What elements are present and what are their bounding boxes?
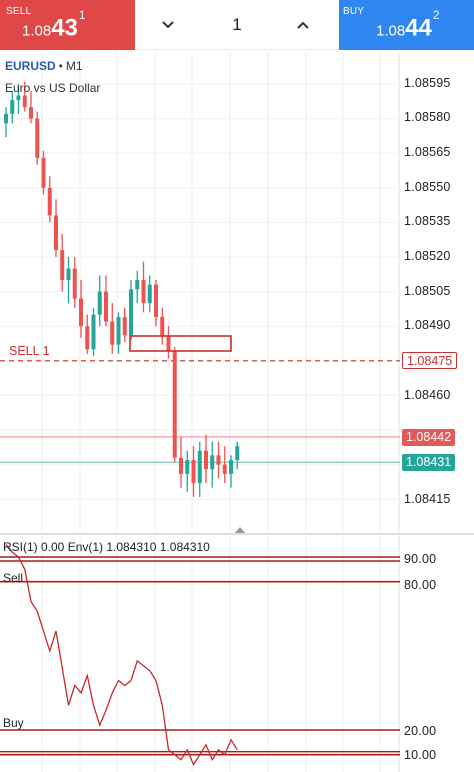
candle-body — [135, 280, 140, 290]
sell-price-big: 43 — [51, 14, 78, 42]
candle-body — [229, 459, 233, 474]
rsi-level-label: 10.00 — [404, 748, 437, 762]
candle-body — [147, 284, 152, 304]
bid-price-tag: 1.08431 — [402, 454, 456, 471]
buy-price-main: 1.08 — [376, 22, 406, 40]
candle-body — [10, 100, 15, 114]
candle-body — [222, 464, 227, 474]
rsi-line — [5, 544, 238, 766]
price-axis-label: 1.08565 — [404, 145, 451, 159]
candle-body — [72, 268, 77, 299]
rsi-level-label: 20.00 — [404, 724, 437, 738]
buy-price-big: 44 — [405, 14, 432, 42]
candle-body — [122, 316, 127, 336]
buy-price-sup: 2 — [432, 8, 440, 22]
candle-body — [141, 280, 146, 304]
candle-body — [97, 291, 102, 315]
ask-price-tag: 1.08442 — [402, 429, 456, 446]
chart-scroll-marker-icon[interactable] — [235, 527, 245, 533]
price-axis-label: 1.08490 — [404, 318, 451, 332]
chevron-up-icon[interactable] — [290, 12, 316, 38]
candle-body — [22, 95, 27, 108]
candle-body — [29, 107, 33, 119]
annotation-rectangle — [129, 335, 232, 352]
symbol-description: Euro vs US Dollar — [5, 81, 101, 95]
trade-bar: SELL 1.08431 1 BUY 1.08442 — [0, 0, 474, 50]
candle-body — [116, 316, 121, 345]
candle-body — [35, 118, 40, 158]
buy-button[interactable]: BUY 1.08442 — [339, 0, 474, 50]
candle-body — [172, 351, 177, 458]
candle-body — [166, 335, 171, 352]
candle-body — [191, 459, 196, 484]
rsi-level-label: 80.00 — [404, 578, 437, 592]
chart-symbol-line: EURUSD • M1 — [5, 59, 83, 73]
buy-label: BUY — [343, 6, 365, 17]
rsi-level-label: 90.00 — [404, 552, 437, 566]
price-axis-label: 1.08550 — [404, 180, 451, 194]
candle-body — [160, 316, 165, 336]
sell-order-label[interactable]: SELL 1 — [9, 344, 50, 358]
candle-body — [4, 113, 8, 124]
price-axis-label: 1.08535 — [404, 214, 451, 228]
candle-body — [185, 459, 190, 474]
candle-body — [60, 250, 65, 281]
price-axis-label: 1.08460 — [404, 388, 451, 402]
candle-body — [66, 268, 71, 281]
timeframe-label: M1 — [65, 59, 83, 73]
candle-body — [104, 291, 108, 322]
rsi-sell-label: Sell — [3, 571, 24, 585]
price-axis-label: 1.08595 — [404, 76, 451, 90]
candle-body — [129, 289, 133, 336]
chevron-down-icon[interactable] — [155, 12, 181, 38]
symbol-name: EURUSD — [5, 59, 56, 73]
candle-body — [54, 215, 58, 251]
price-axis-label: 1.08520 — [404, 249, 451, 263]
candle-body — [110, 321, 115, 345]
candle-body — [210, 455, 215, 470]
sell-order-price-tag: 1.08475 — [402, 352, 458, 369]
price-axis-label: 1.08415 — [404, 492, 451, 506]
candle-body — [47, 187, 52, 216]
price-axis-label: 1.08505 — [404, 284, 451, 298]
rsi-header: RSI(1) 0.00 Env(1) 1.084310 1.084310 — [3, 540, 210, 554]
symbol-separator: • — [58, 59, 63, 73]
candle-body — [85, 326, 90, 350]
candle-body — [179, 457, 183, 474]
sell-button[interactable]: SELL 1.08431 — [0, 0, 135, 50]
candle-body — [41, 157, 46, 188]
sell-label: SELL — [6, 6, 32, 17]
candle-body — [16, 95, 21, 101]
candle-body — [154, 284, 158, 317]
sell-price-main: 1.08 — [22, 22, 52, 40]
candle-body — [204, 450, 208, 470]
buy-price: 1.08442 — [376, 8, 440, 46]
lot-selector: 1 — [135, 0, 339, 50]
candle-body — [235, 446, 240, 460]
lot-size-value[interactable]: 1 — [232, 15, 242, 34]
sell-price-sup: 1 — [78, 8, 86, 22]
sell-price: 1.08431 — [22, 8, 86, 46]
rsi-buy-label: Buy — [3, 716, 24, 730]
candle-body — [197, 450, 202, 484]
candle-body — [79, 298, 83, 327]
candle-body — [216, 455, 221, 465]
candle-body — [91, 314, 96, 350]
price-axis-label: 1.08580 — [404, 110, 451, 124]
